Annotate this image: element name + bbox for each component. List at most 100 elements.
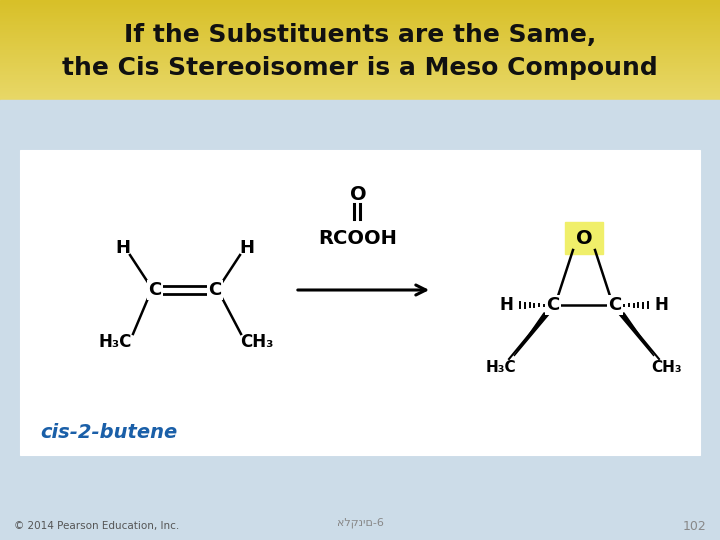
Bar	[0, 60, 720, 61]
Bar	[0, 43, 720, 44]
Bar	[0, 81, 720, 82]
Bar	[0, 2, 720, 3]
Bar	[20, 150, 700, 455]
Bar	[0, 71, 720, 72]
Text: C: C	[546, 296, 559, 314]
Bar	[0, 94, 720, 95]
Bar	[0, 55, 720, 56]
Bar	[0, 62, 720, 63]
Bar	[0, 48, 720, 49]
Bar	[0, 89, 720, 90]
Bar	[0, 70, 720, 71]
Text: אלקנים-6: אלקנים-6	[336, 518, 384, 528]
Bar	[0, 80, 720, 81]
Bar	[0, 93, 720, 94]
Bar	[0, 29, 720, 30]
Bar	[0, 24, 720, 25]
Text: H₃C: H₃C	[486, 360, 516, 375]
Text: H: H	[240, 239, 254, 257]
Polygon shape	[618, 313, 654, 356]
Bar	[0, 13, 720, 14]
Bar	[0, 22, 720, 23]
Bar	[0, 67, 720, 68]
Text: O: O	[350, 186, 366, 205]
Bar	[0, 25, 720, 26]
Text: H: H	[499, 296, 513, 314]
Text: C: C	[208, 281, 222, 299]
Bar	[0, 61, 720, 62]
Bar	[0, 1, 720, 2]
Bar	[0, 97, 720, 98]
Bar	[0, 69, 720, 70]
Bar	[0, 0, 720, 1]
Bar	[0, 92, 720, 93]
Bar	[0, 76, 720, 77]
Bar	[0, 20, 720, 21]
Bar	[0, 33, 720, 34]
Bar	[0, 63, 720, 64]
Bar	[0, 83, 720, 84]
Bar	[0, 36, 720, 37]
Bar	[0, 68, 720, 69]
Bar	[0, 65, 720, 66]
Bar	[0, 100, 720, 540]
Bar	[0, 44, 720, 45]
Bar	[0, 52, 720, 53]
Bar	[0, 32, 720, 33]
Bar	[0, 74, 720, 75]
Polygon shape	[514, 313, 550, 356]
Bar	[0, 8, 720, 9]
Bar	[0, 84, 720, 85]
Bar	[0, 16, 720, 17]
Bar	[0, 21, 720, 22]
Bar	[0, 51, 720, 52]
Bar	[0, 46, 720, 47]
Bar	[0, 5, 720, 6]
Text: C: C	[148, 281, 161, 299]
Bar	[0, 45, 720, 46]
Bar	[0, 17, 720, 18]
Bar	[0, 18, 720, 19]
Bar	[0, 98, 720, 99]
Bar	[0, 72, 720, 73]
Text: © 2014 Pearson Education, Inc.: © 2014 Pearson Education, Inc.	[14, 521, 179, 531]
Bar	[0, 50, 720, 51]
Bar	[0, 91, 720, 92]
Bar	[0, 75, 720, 76]
Bar	[0, 82, 720, 83]
Bar	[0, 85, 720, 86]
Bar	[0, 39, 720, 40]
Bar	[0, 64, 720, 65]
Bar	[0, 57, 720, 58]
Bar	[0, 95, 720, 96]
Bar	[0, 27, 720, 28]
Bar	[0, 41, 720, 42]
Bar	[0, 90, 720, 91]
Bar	[0, 78, 720, 79]
Bar	[0, 77, 720, 78]
Bar	[0, 99, 720, 100]
Bar	[0, 66, 720, 67]
Bar	[0, 53, 720, 54]
Text: H: H	[115, 239, 130, 257]
Bar	[0, 9, 720, 10]
Bar	[0, 12, 720, 13]
Text: O: O	[576, 228, 593, 247]
Bar	[0, 49, 720, 50]
Text: 102: 102	[683, 519, 706, 532]
Bar	[0, 73, 720, 74]
Bar	[0, 11, 720, 12]
Bar	[0, 23, 720, 24]
Bar	[0, 86, 720, 87]
Text: C: C	[608, 296, 621, 314]
Text: cis-2-butene: cis-2-butene	[40, 422, 177, 442]
Bar	[0, 14, 720, 15]
Bar	[0, 26, 720, 27]
Bar	[0, 56, 720, 57]
Bar	[0, 87, 720, 88]
Bar	[0, 47, 720, 48]
Bar	[0, 59, 720, 60]
Bar	[0, 31, 720, 32]
Bar	[0, 79, 720, 80]
Text: If the Substituents are the Same,: If the Substituents are the Same,	[124, 23, 596, 47]
